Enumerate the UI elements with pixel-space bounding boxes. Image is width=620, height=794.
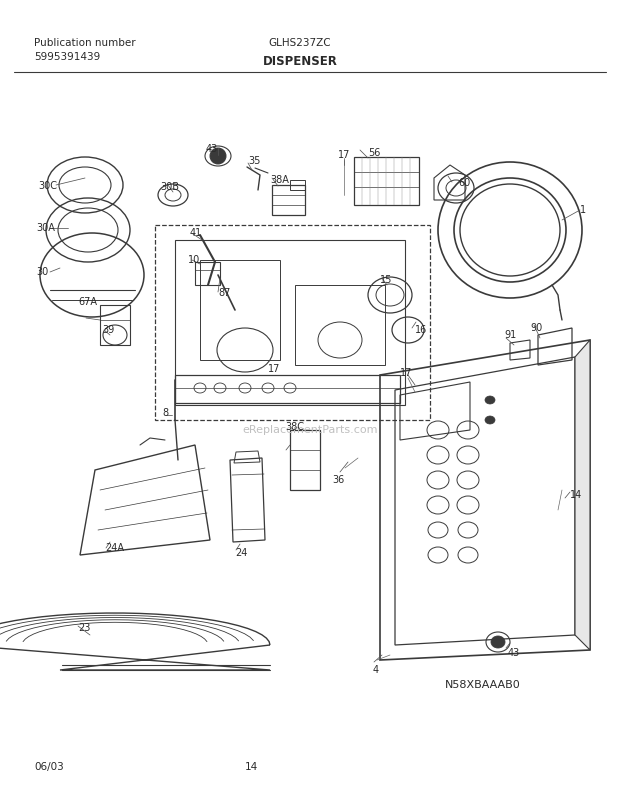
Text: eReplacementParts.com: eReplacementParts.com — [242, 425, 378, 435]
Text: 14: 14 — [570, 490, 582, 500]
Text: 90: 90 — [530, 323, 542, 333]
Text: 1: 1 — [580, 205, 586, 215]
Ellipse shape — [491, 636, 505, 648]
Text: 24A: 24A — [105, 543, 124, 553]
Text: 38C: 38C — [285, 422, 304, 432]
Ellipse shape — [485, 416, 495, 424]
Text: 43: 43 — [206, 144, 218, 154]
Text: 35: 35 — [248, 156, 260, 166]
Bar — [155, 225, 430, 420]
Text: 91: 91 — [504, 330, 516, 340]
Polygon shape — [575, 340, 590, 650]
Text: 17: 17 — [338, 150, 350, 160]
Text: 36: 36 — [332, 475, 344, 485]
Text: 17: 17 — [268, 364, 280, 374]
Text: 30A: 30A — [36, 223, 55, 233]
Bar — [295, 285, 385, 365]
Text: 56: 56 — [368, 148, 381, 158]
Text: GLHS237ZC: GLHS237ZC — [268, 38, 331, 48]
Ellipse shape — [454, 178, 566, 282]
Text: Publication number: Publication number — [34, 38, 136, 48]
Text: 06/03: 06/03 — [34, 762, 64, 772]
Text: 38A: 38A — [270, 175, 289, 185]
Bar — [354, 157, 419, 205]
Bar — [200, 260, 280, 360]
Text: 39: 39 — [102, 325, 114, 335]
Text: 23: 23 — [78, 623, 91, 633]
Bar — [290, 430, 320, 490]
Text: 30C: 30C — [38, 181, 57, 191]
Text: 24: 24 — [235, 548, 247, 558]
Text: 5995391439: 5995391439 — [34, 52, 100, 62]
Text: 14: 14 — [245, 762, 259, 772]
Text: 43: 43 — [508, 648, 520, 658]
Text: 8: 8 — [162, 408, 168, 418]
Text: DISPENSER: DISPENSER — [262, 55, 337, 68]
Text: 4: 4 — [373, 665, 379, 675]
Text: 67A: 67A — [78, 297, 97, 307]
Text: 30B: 30B — [160, 182, 179, 192]
Text: 17: 17 — [400, 368, 412, 378]
Ellipse shape — [485, 396, 495, 404]
Text: 16: 16 — [415, 325, 427, 335]
Text: 87: 87 — [218, 288, 231, 298]
Text: 10: 10 — [188, 255, 200, 265]
Ellipse shape — [210, 148, 226, 164]
Text: 41: 41 — [190, 228, 202, 238]
Text: N58XBAAAB0: N58XBAAAB0 — [445, 680, 521, 690]
Text: 15: 15 — [380, 275, 392, 285]
Text: 30: 30 — [36, 267, 48, 277]
Text: 60: 60 — [458, 178, 470, 188]
Bar — [175, 375, 400, 403]
